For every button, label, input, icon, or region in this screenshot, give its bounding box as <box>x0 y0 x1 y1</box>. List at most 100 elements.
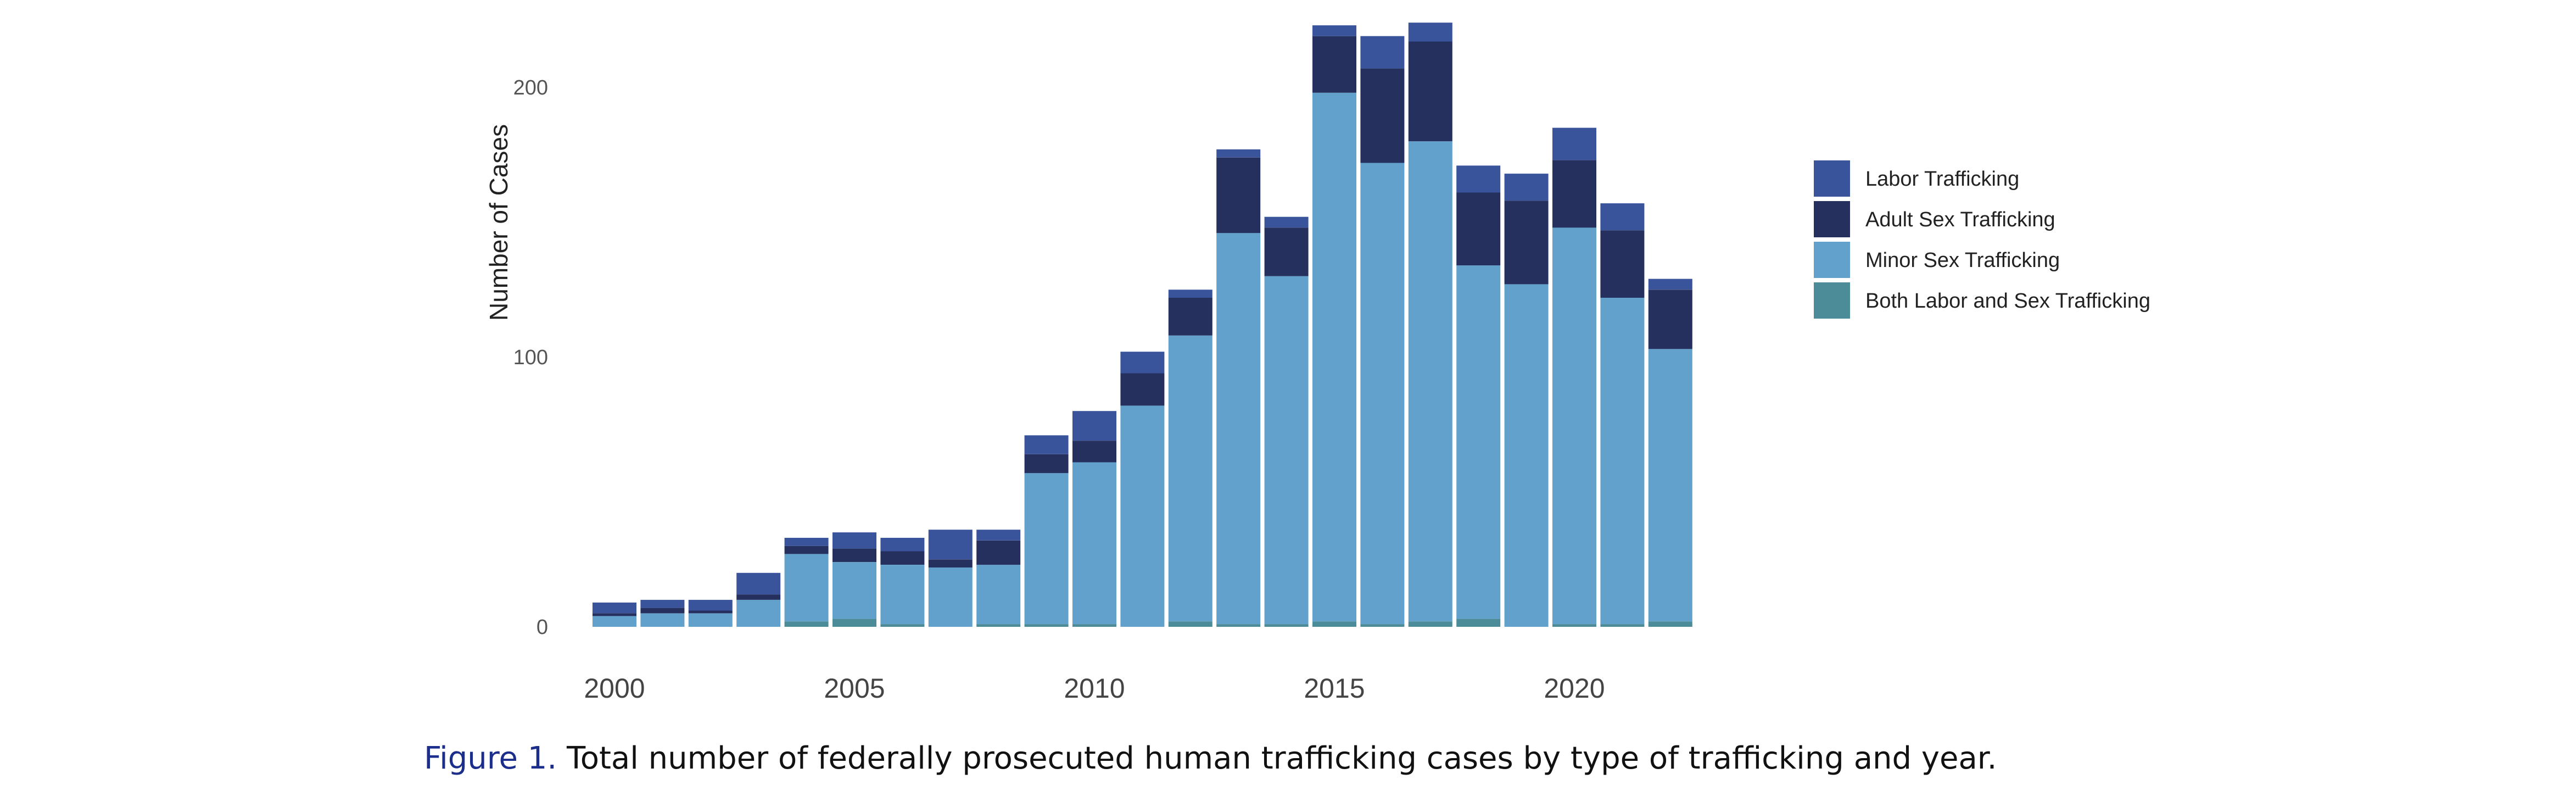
bar-adult-sex-trafficking-2014 <box>1264 227 1309 276</box>
bar-both-labor-and-sex-trafficking-2021 <box>1600 624 1645 627</box>
bar-labor-trafficking-2015 <box>1312 25 1356 36</box>
bar-adult-sex-trafficking-2003 <box>736 594 781 600</box>
legend: Labor Trafficking Adult Sex Trafficking Mi… <box>1814 160 2150 319</box>
bar-minor-sex-trafficking-2011 <box>1120 405 1165 627</box>
bar-both-labor-and-sex-trafficking-2006 <box>880 624 925 627</box>
bar-minor-sex-trafficking-2008 <box>976 565 1021 625</box>
bar-minor-sex-trafficking-2018 <box>1456 265 1501 619</box>
bar-labor-trafficking-2017 <box>1408 23 1452 42</box>
bar-labor-trafficking-2011 <box>1120 352 1165 374</box>
y-tick-label-100: 100 <box>513 346 548 369</box>
bar-minor-sex-trafficking-2016 <box>1360 163 1405 625</box>
legend-label-both-labor-and-sex-trafficking: Both Labor and Sex Trafficking <box>1865 290 2150 313</box>
bar-both-labor-and-sex-trafficking-2009 <box>1024 624 1069 627</box>
bar-labor-trafficking-2020 <box>1552 127 1596 160</box>
bar-labor-trafficking-2019 <box>1504 174 1549 201</box>
bar-adult-sex-trafficking-2012 <box>1168 298 1212 336</box>
bar-adult-sex-trafficking-2022 <box>1648 290 1692 349</box>
bar-labor-trafficking-2009 <box>1024 435 1069 454</box>
bar-labor-trafficking-2016 <box>1360 36 1405 69</box>
x-tick-label-2015: 2015 <box>1304 673 1365 704</box>
bar-adult-sex-trafficking-2019 <box>1504 201 1549 285</box>
y-axis-label: Number of Cases <box>484 124 513 321</box>
bar-minor-sex-trafficking-2010 <box>1072 462 1116 625</box>
x-axis-ticks: 2000 2005 2010 2015 2020 <box>584 673 1605 704</box>
bar-minor-sex-trafficking-2009 <box>1024 473 1069 625</box>
bar-minor-sex-trafficking-2006 <box>880 565 925 625</box>
bar-labor-trafficking-2003 <box>736 572 781 595</box>
bar-labor-trafficking-2022 <box>1648 279 1692 290</box>
bar-minor-sex-trafficking-2019 <box>1504 284 1549 627</box>
bar-adult-sex-trafficking-2005 <box>832 548 876 563</box>
bar-both-labor-and-sex-trafficking-2010 <box>1072 624 1116 627</box>
bar-minor-sex-trafficking-2021 <box>1600 298 1645 625</box>
figure-label: Figure 1. <box>424 741 557 776</box>
bar-adult-sex-trafficking-2008 <box>976 540 1021 565</box>
bar-adult-sex-trafficking-2001 <box>640 608 685 614</box>
bar-labor-trafficking-2018 <box>1456 165 1501 193</box>
bar-labor-trafficking-2001 <box>640 599 685 608</box>
bar-adult-sex-trafficking-2009 <box>1024 454 1069 474</box>
bar-both-labor-and-sex-trafficking-2016 <box>1360 624 1405 627</box>
bar-minor-sex-trafficking-2000 <box>593 616 636 627</box>
bar-both-labor-and-sex-trafficking-2005 <box>832 619 876 627</box>
bar-adult-sex-trafficking-2000 <box>593 613 636 616</box>
bar-minor-sex-trafficking-2007 <box>928 567 973 627</box>
bar-adult-sex-trafficking-2004 <box>784 546 829 554</box>
bar-adult-sex-trafficking-2020 <box>1552 160 1596 228</box>
legend-swatch-both-labor-and-sex-trafficking <box>1814 282 1850 319</box>
bar-both-labor-and-sex-trafficking-2020 <box>1552 624 1596 627</box>
bar-minor-sex-trafficking-2003 <box>736 599 781 627</box>
bar-labor-trafficking-2010 <box>1072 411 1116 441</box>
bar-minor-sex-trafficking-2017 <box>1408 141 1452 622</box>
bar-labor-trafficking-2004 <box>784 538 829 546</box>
bar-adult-sex-trafficking-2015 <box>1312 36 1356 93</box>
y-tick-label-0: 0 <box>537 616 548 639</box>
bar-minor-sex-trafficking-2002 <box>688 613 733 627</box>
bar-adult-sex-trafficking-2013 <box>1216 157 1261 233</box>
bar-labor-trafficking-2005 <box>832 532 876 549</box>
bar-adult-sex-trafficking-2018 <box>1456 192 1501 266</box>
bar-minor-sex-trafficking-2014 <box>1264 276 1309 625</box>
bar-adult-sex-trafficking-2021 <box>1600 230 1645 298</box>
y-axis-ticks: 0 100 200 <box>513 76 548 639</box>
legend-label-adult-sex-trafficking: Adult Sex Trafficking <box>1865 208 2055 231</box>
bar-both-labor-and-sex-trafficking-2017 <box>1408 621 1452 627</box>
y-tick-label-200: 200 <box>513 76 548 99</box>
bar-labor-trafficking-2007 <box>928 530 973 560</box>
legend-swatch-minor-sex-trafficking <box>1814 242 1850 278</box>
bar-labor-trafficking-2002 <box>688 599 733 611</box>
caption-text: Total number of federally prosecuted hum… <box>557 741 1997 776</box>
bar-adult-sex-trafficking-2016 <box>1360 68 1405 163</box>
bar-minor-sex-trafficking-2022 <box>1648 349 1692 622</box>
x-tick-label-2020: 2020 <box>1544 673 1605 704</box>
bar-labor-trafficking-2008 <box>976 530 1021 541</box>
bar-both-labor-and-sex-trafficking-2013 <box>1216 624 1261 627</box>
legend-swatch-labor-trafficking <box>1814 160 1850 197</box>
bar-minor-sex-trafficking-2013 <box>1216 233 1261 625</box>
figure-caption: Figure 1. Total number of federally pros… <box>424 741 1997 776</box>
bar-minor-sex-trafficking-2012 <box>1168 335 1212 622</box>
bar-adult-sex-trafficking-2002 <box>688 610 733 614</box>
legend-label-labor-trafficking: Labor Trafficking <box>1865 168 2019 191</box>
legend-label-minor-sex-trafficking: Minor Sex Trafficking <box>1865 249 2060 272</box>
bar-both-labor-and-sex-trafficking-2012 <box>1168 621 1212 627</box>
bar-minor-sex-trafficking-2004 <box>784 554 829 622</box>
bar-minor-sex-trafficking-2001 <box>640 613 685 627</box>
bar-labor-trafficking-2013 <box>1216 149 1261 158</box>
bar-both-labor-and-sex-trafficking-2014 <box>1264 624 1309 627</box>
x-tick-label-2000: 2000 <box>584 673 645 704</box>
bar-labor-trafficking-2000 <box>593 602 636 614</box>
bar-adult-sex-trafficking-2010 <box>1072 441 1116 463</box>
bar-both-labor-and-sex-trafficking-2022 <box>1648 621 1692 627</box>
bars-group <box>593 23 1692 627</box>
bar-both-labor-and-sex-trafficking-2004 <box>784 621 829 627</box>
bar-minor-sex-trafficking-2020 <box>1552 227 1596 625</box>
bar-minor-sex-trafficking-2015 <box>1312 92 1356 622</box>
bar-labor-trafficking-2012 <box>1168 290 1212 298</box>
bar-adult-sex-trafficking-2017 <box>1408 41 1452 142</box>
x-tick-label-2010: 2010 <box>1064 673 1125 704</box>
bar-labor-trafficking-2021 <box>1600 203 1645 231</box>
bar-both-labor-and-sex-trafficking-2008 <box>976 624 1021 627</box>
